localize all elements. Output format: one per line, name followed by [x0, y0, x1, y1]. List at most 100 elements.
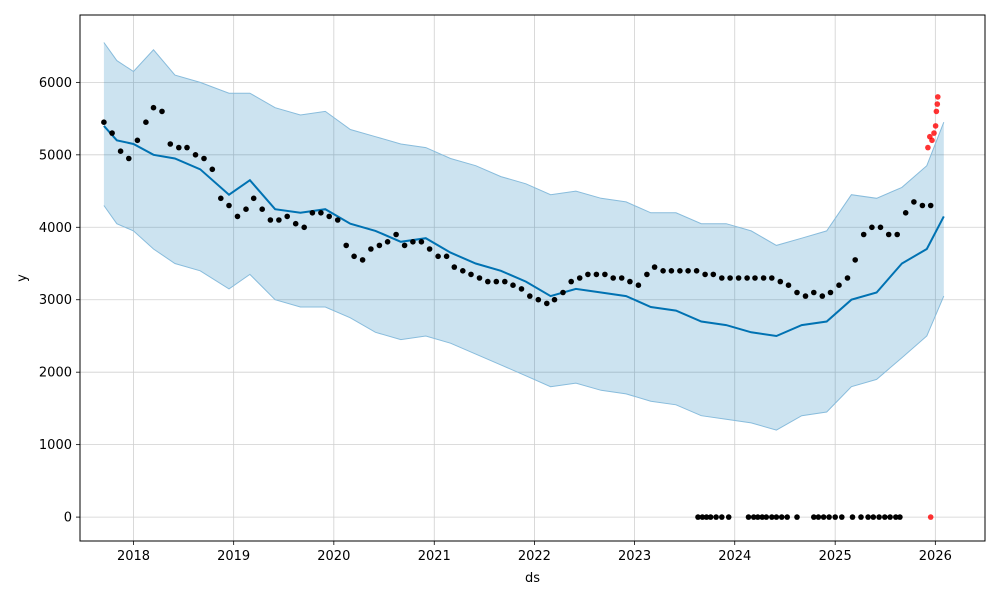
forecast-line [103, 125, 945, 338]
holdout-points-layer [925, 94, 941, 520]
actual-point [618, 275, 625, 281]
holdout-point [934, 101, 941, 107]
actual-point [660, 268, 666, 274]
actual-point [627, 278, 633, 285]
actual-point [744, 275, 750, 281]
actual-point [885, 231, 892, 238]
y-tick-label: 1000 [39, 438, 72, 453]
actual-point [176, 144, 182, 151]
zero-observation-point [876, 514, 882, 520]
actual-point [819, 293, 826, 299]
actual-point [760, 275, 767, 281]
actual-point [668, 268, 675, 274]
x-tick-label: 2023 [618, 549, 651, 564]
zero-observation-point [839, 514, 845, 520]
actual-point [576, 275, 583, 281]
zero-observation-point [870, 514, 877, 520]
actual-point [468, 271, 474, 278]
actual-point [551, 296, 558, 303]
y-tick-label: 4000 [39, 221, 72, 236]
actual-point [192, 152, 199, 158]
actual-point [860, 231, 867, 238]
zero-observation-point [745, 514, 752, 520]
actual-point [610, 275, 616, 281]
zero-observation-point [858, 514, 864, 520]
zero-observation-point [893, 514, 899, 520]
zero-observation-point [820, 514, 827, 520]
uncertainty-band [103, 42, 944, 431]
actual-point [259, 206, 266, 212]
actual-point [593, 271, 600, 278]
actual-point [794, 289, 800, 296]
zero-observation-point [695, 514, 701, 520]
actual-point [493, 278, 500, 285]
y-tick-label: 2000 [39, 366, 72, 381]
actual-point [159, 108, 165, 115]
actual-point [243, 206, 249, 212]
x-tick-label: 2021 [418, 549, 451, 564]
holdout-point [935, 94, 941, 100]
x-tick-label: 2024 [718, 549, 751, 564]
y-tick-label: 6000 [39, 76, 72, 91]
actual-point [150, 104, 157, 111]
zero-observation-point [755, 514, 761, 520]
actual-point [343, 242, 350, 249]
zero-observation-point [815, 514, 822, 520]
actual-point [292, 220, 299, 227]
actual-point [376, 242, 383, 249]
actual-point [426, 246, 433, 252]
actual-point [226, 202, 232, 209]
y-tick-label: 5000 [39, 148, 72, 163]
actual-point [284, 213, 291, 220]
x-tick-label: 2019 [217, 549, 250, 564]
zero-observation-point [750, 514, 757, 520]
uncertainty-band-layer [103, 42, 945, 431]
actual-point [677, 268, 683, 274]
actual-point [435, 253, 441, 260]
zero-observation-point [832, 514, 838, 520]
zero-observation-point [826, 514, 832, 520]
holdout-point [932, 123, 939, 129]
actual-point [117, 148, 124, 154]
zero-observation-point [865, 514, 871, 520]
actual-point [510, 282, 516, 289]
actual-point [919, 202, 926, 209]
actual-point [267, 217, 274, 223]
actual-point [777, 278, 784, 285]
actual-point [827, 289, 834, 296]
actual-point [585, 271, 591, 278]
actual-point [902, 210, 909, 216]
actual-point [735, 275, 742, 281]
actual-point [685, 268, 691, 274]
actual-point [234, 213, 241, 220]
actual-point [460, 268, 466, 274]
zero-observation-point [763, 514, 770, 520]
actual-point [811, 289, 817, 296]
forecast-line-layer [103, 125, 945, 338]
actual-point [710, 271, 717, 278]
actual-point [518, 286, 525, 292]
actual-point [836, 282, 842, 289]
actual-point [927, 202, 934, 209]
holdout-point [929, 137, 935, 144]
actual-point [727, 275, 733, 281]
zero-observation-point [703, 514, 710, 520]
zero-observation-point [773, 514, 780, 520]
zero-observation-point [784, 514, 790, 520]
y-tick-label: 3000 [39, 293, 72, 308]
actual-point [276, 217, 282, 223]
actual-point [644, 271, 650, 278]
actual-point [769, 275, 775, 281]
zero-observation-point [759, 514, 765, 520]
actual-point [134, 137, 141, 144]
actual-point [101, 119, 107, 125]
actual-point [651, 264, 658, 270]
actual-point [476, 275, 483, 281]
zero-observation-point [811, 514, 817, 520]
zero-observation-point [725, 514, 732, 520]
zero-observation-point [887, 514, 893, 520]
holdout-point [931, 130, 937, 136]
zero-observation-point [897, 514, 903, 520]
zero-observation-point [769, 514, 775, 520]
